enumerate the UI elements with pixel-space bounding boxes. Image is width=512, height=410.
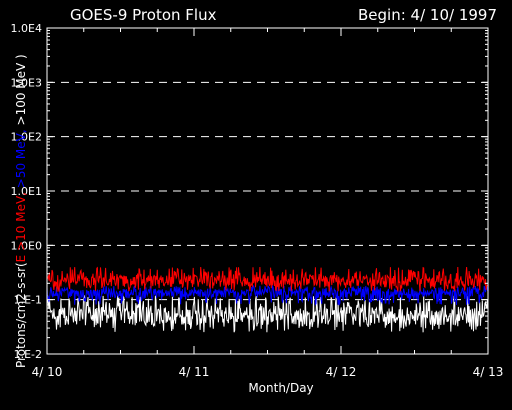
x-tick-label: 4/ 11 (179, 365, 210, 379)
x-tick-label: 4/ 10 (32, 365, 63, 379)
series-group (46, 266, 489, 333)
chart-subtitle: Begin: 4/ 10/ 1997 (358, 6, 497, 24)
flux-series-line (46, 284, 489, 307)
y-axis-label-e50: >50 MeV, (14, 125, 28, 188)
y-axis-label-e10: E >10 MeV, (14, 188, 28, 262)
tick-group: 1.E-2 1.E-1 1.0E0 1.0E1 1.0E2 1.0E3 1.0E4 4/ 10… (11, 22, 504, 379)
flux-series-line (46, 294, 489, 333)
y-axis-label-prefix: Protons/cm2-s-sr( (14, 262, 28, 368)
y-tick-label: 1.E-2 (14, 348, 42, 361)
y-tick-label: 1.0E3 (11, 76, 42, 89)
x-axis-label: Month/Day (248, 381, 313, 395)
gridlines (47, 81, 488, 301)
y-tick-label: 1.0E2 (11, 131, 42, 144)
y-axis-label-e100: >100 MeV ) (14, 54, 28, 125)
y-tick-label: 1.E-1 (14, 294, 42, 307)
y-tick-label: 1.0E1 (11, 185, 42, 198)
y-tick-label: 1.0E0 (11, 239, 42, 252)
chart-title: GOES-9 Proton Flux (70, 6, 217, 24)
y-axis-label: Protons/cm2-s-sr(E >10 MeV, >50 MeV, >10… (14, 54, 28, 368)
flux-series-line (46, 266, 489, 292)
x-tick-label: 4/ 13 (473, 365, 504, 379)
y-tick-label: 1.0E4 (11, 22, 42, 35)
x-tick-label: 4/ 12 (326, 365, 357, 379)
